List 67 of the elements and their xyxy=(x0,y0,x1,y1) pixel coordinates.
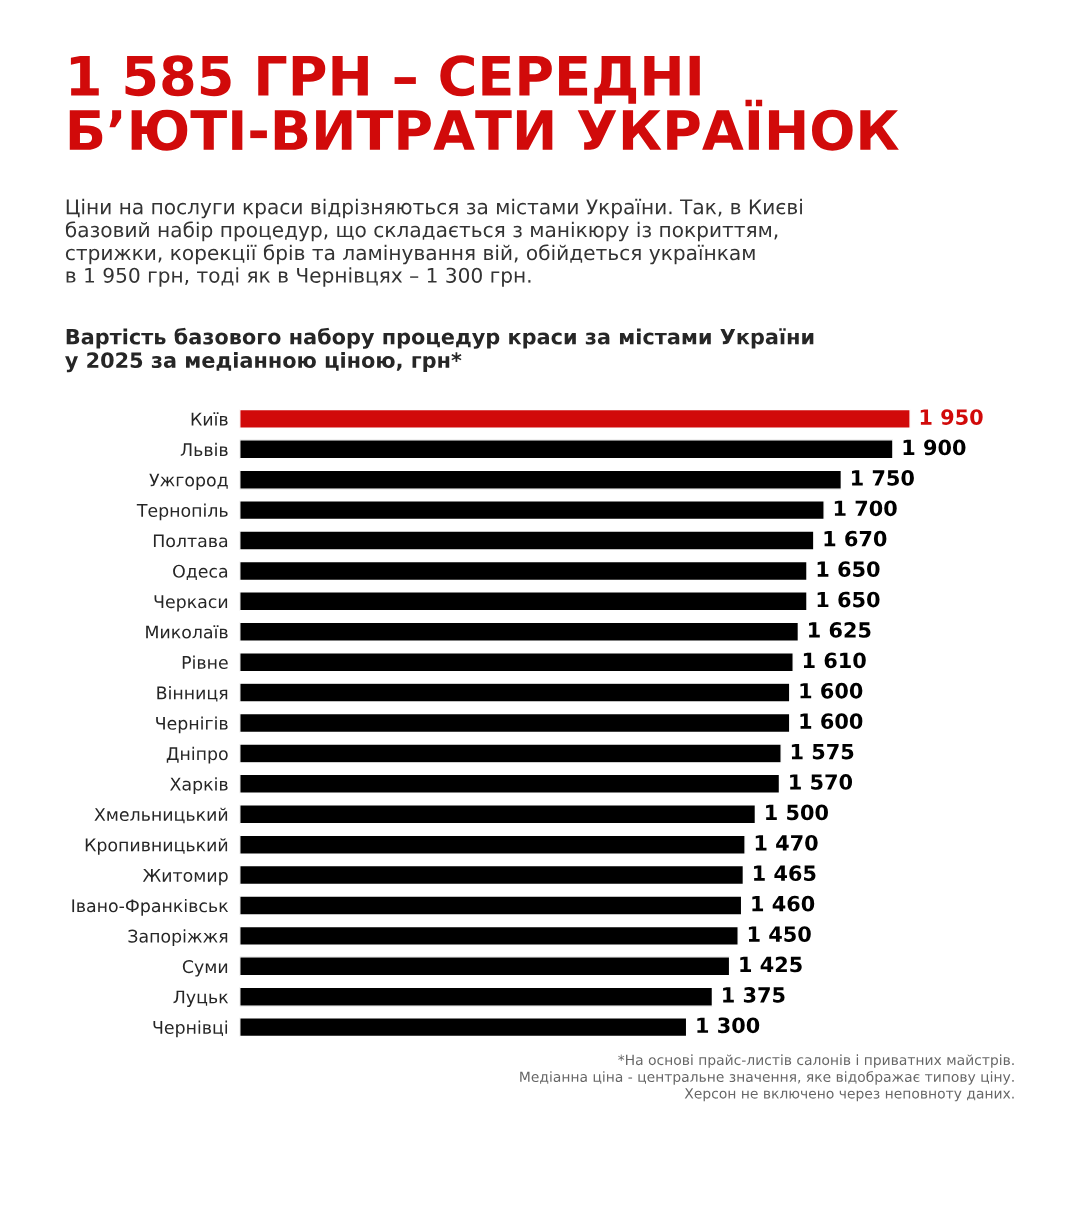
y-tick-label: Луцьк xyxy=(173,990,229,1007)
data-label: 1 460 xyxy=(752,895,815,912)
y-tick-label: Харків xyxy=(170,777,228,795)
data-label: 1 600 xyxy=(800,713,863,730)
y-tick-label: Запоріжжя xyxy=(128,929,228,947)
bar xyxy=(239,408,911,430)
bar xyxy=(239,956,731,977)
y-tick-label: Івано-Франківськ xyxy=(72,898,229,916)
data-label: 1 625 xyxy=(809,622,871,638)
text: Вартість базового набору процедур краси за містами України у 2025 за медіанною ціною, грн* xyxy=(65,327,814,373)
y-tick-label: Рівне xyxy=(182,655,228,670)
y-tick-label: Одеса xyxy=(173,564,228,580)
y-tick-label: Полтава xyxy=(153,534,228,548)
y-tick-label: Миколаїв xyxy=(146,625,228,639)
y-tick-label: Тернопіль xyxy=(136,503,228,521)
data-label: 1 470 xyxy=(755,834,818,851)
data-label: 1 300 xyxy=(697,1017,760,1034)
bar xyxy=(239,986,714,1007)
bar xyxy=(239,560,808,582)
bar xyxy=(239,834,746,855)
y-tick-label: Дніпро xyxy=(166,746,228,764)
bar xyxy=(239,712,791,734)
data-label: 1 600 xyxy=(800,682,863,699)
y-tick-label: Чернігів xyxy=(156,716,228,734)
y-tick-label: Кропивницький xyxy=(85,838,228,855)
data-label: 1 750 xyxy=(852,469,914,486)
y-tick-label: Ужгород xyxy=(149,473,228,490)
chart-subtitle: Ціни на послуги краси відрізняються за містами України. Так, в Києві базовий набір процедур, що складається з манікюру із покриттям, стрижки, корекції брів та ламінування вій, обійдеться українкам в 1 950 грн, тоді як в Чернівцях – 1 300 грн. xyxy=(65,198,802,287)
data-label: 1 670 xyxy=(824,530,887,547)
bar xyxy=(239,895,743,916)
data-label: 1 610 xyxy=(803,652,866,669)
chart-title: 1 585 ГРН – СЕРЕДНІ Б’ЮТІ-ВИТРАТИ УКРАЇНОК xyxy=(69,55,899,151)
bar xyxy=(239,530,815,551)
data-label: 1 650 xyxy=(817,561,880,577)
y-tick-label: Львів xyxy=(180,442,228,456)
text: *На основі прайс-листів салонів і приватних майстрів. Медіанна ціна - центральне значення, яке відображає типову ціну. Херсон не включено через неповноту даних. xyxy=(520,1054,1014,1102)
y-tick-label: Київ xyxy=(191,412,228,426)
y-tick-label: Вінниця xyxy=(157,685,228,702)
bar xyxy=(239,925,739,947)
y-tick-label: Черкаси xyxy=(154,595,228,612)
bar xyxy=(239,743,782,764)
y-tick-label: Суми xyxy=(182,960,228,977)
data-label: 1 450 xyxy=(748,926,811,942)
bar xyxy=(239,864,745,886)
bar xyxy=(239,773,781,794)
y-tick-label: Чернівці xyxy=(153,1020,228,1038)
data-label: 1 570 xyxy=(790,774,853,790)
data-label: 1 500 xyxy=(766,804,828,821)
y-tick-label: Хмельницький xyxy=(94,807,228,824)
data-label: 1 375 xyxy=(723,986,785,1003)
data-label: 1 900 xyxy=(903,439,966,456)
bar xyxy=(239,469,843,490)
bar xyxy=(239,499,825,521)
bar xyxy=(239,1016,688,1038)
y-tick-label: Житомир xyxy=(142,869,228,886)
data-label: 1 650 xyxy=(817,591,880,608)
data-label: 1 465 xyxy=(754,865,816,882)
data-label: 1 700 xyxy=(834,500,897,517)
data-label: 1 575 xyxy=(791,743,854,760)
bar xyxy=(239,652,794,673)
bar xyxy=(239,439,894,460)
bar xyxy=(239,804,757,825)
bar xyxy=(239,682,791,703)
bar xyxy=(239,591,808,612)
data-label: 1 425 xyxy=(740,956,802,973)
bar xyxy=(239,621,800,642)
data-label: 1 950 xyxy=(920,409,983,425)
